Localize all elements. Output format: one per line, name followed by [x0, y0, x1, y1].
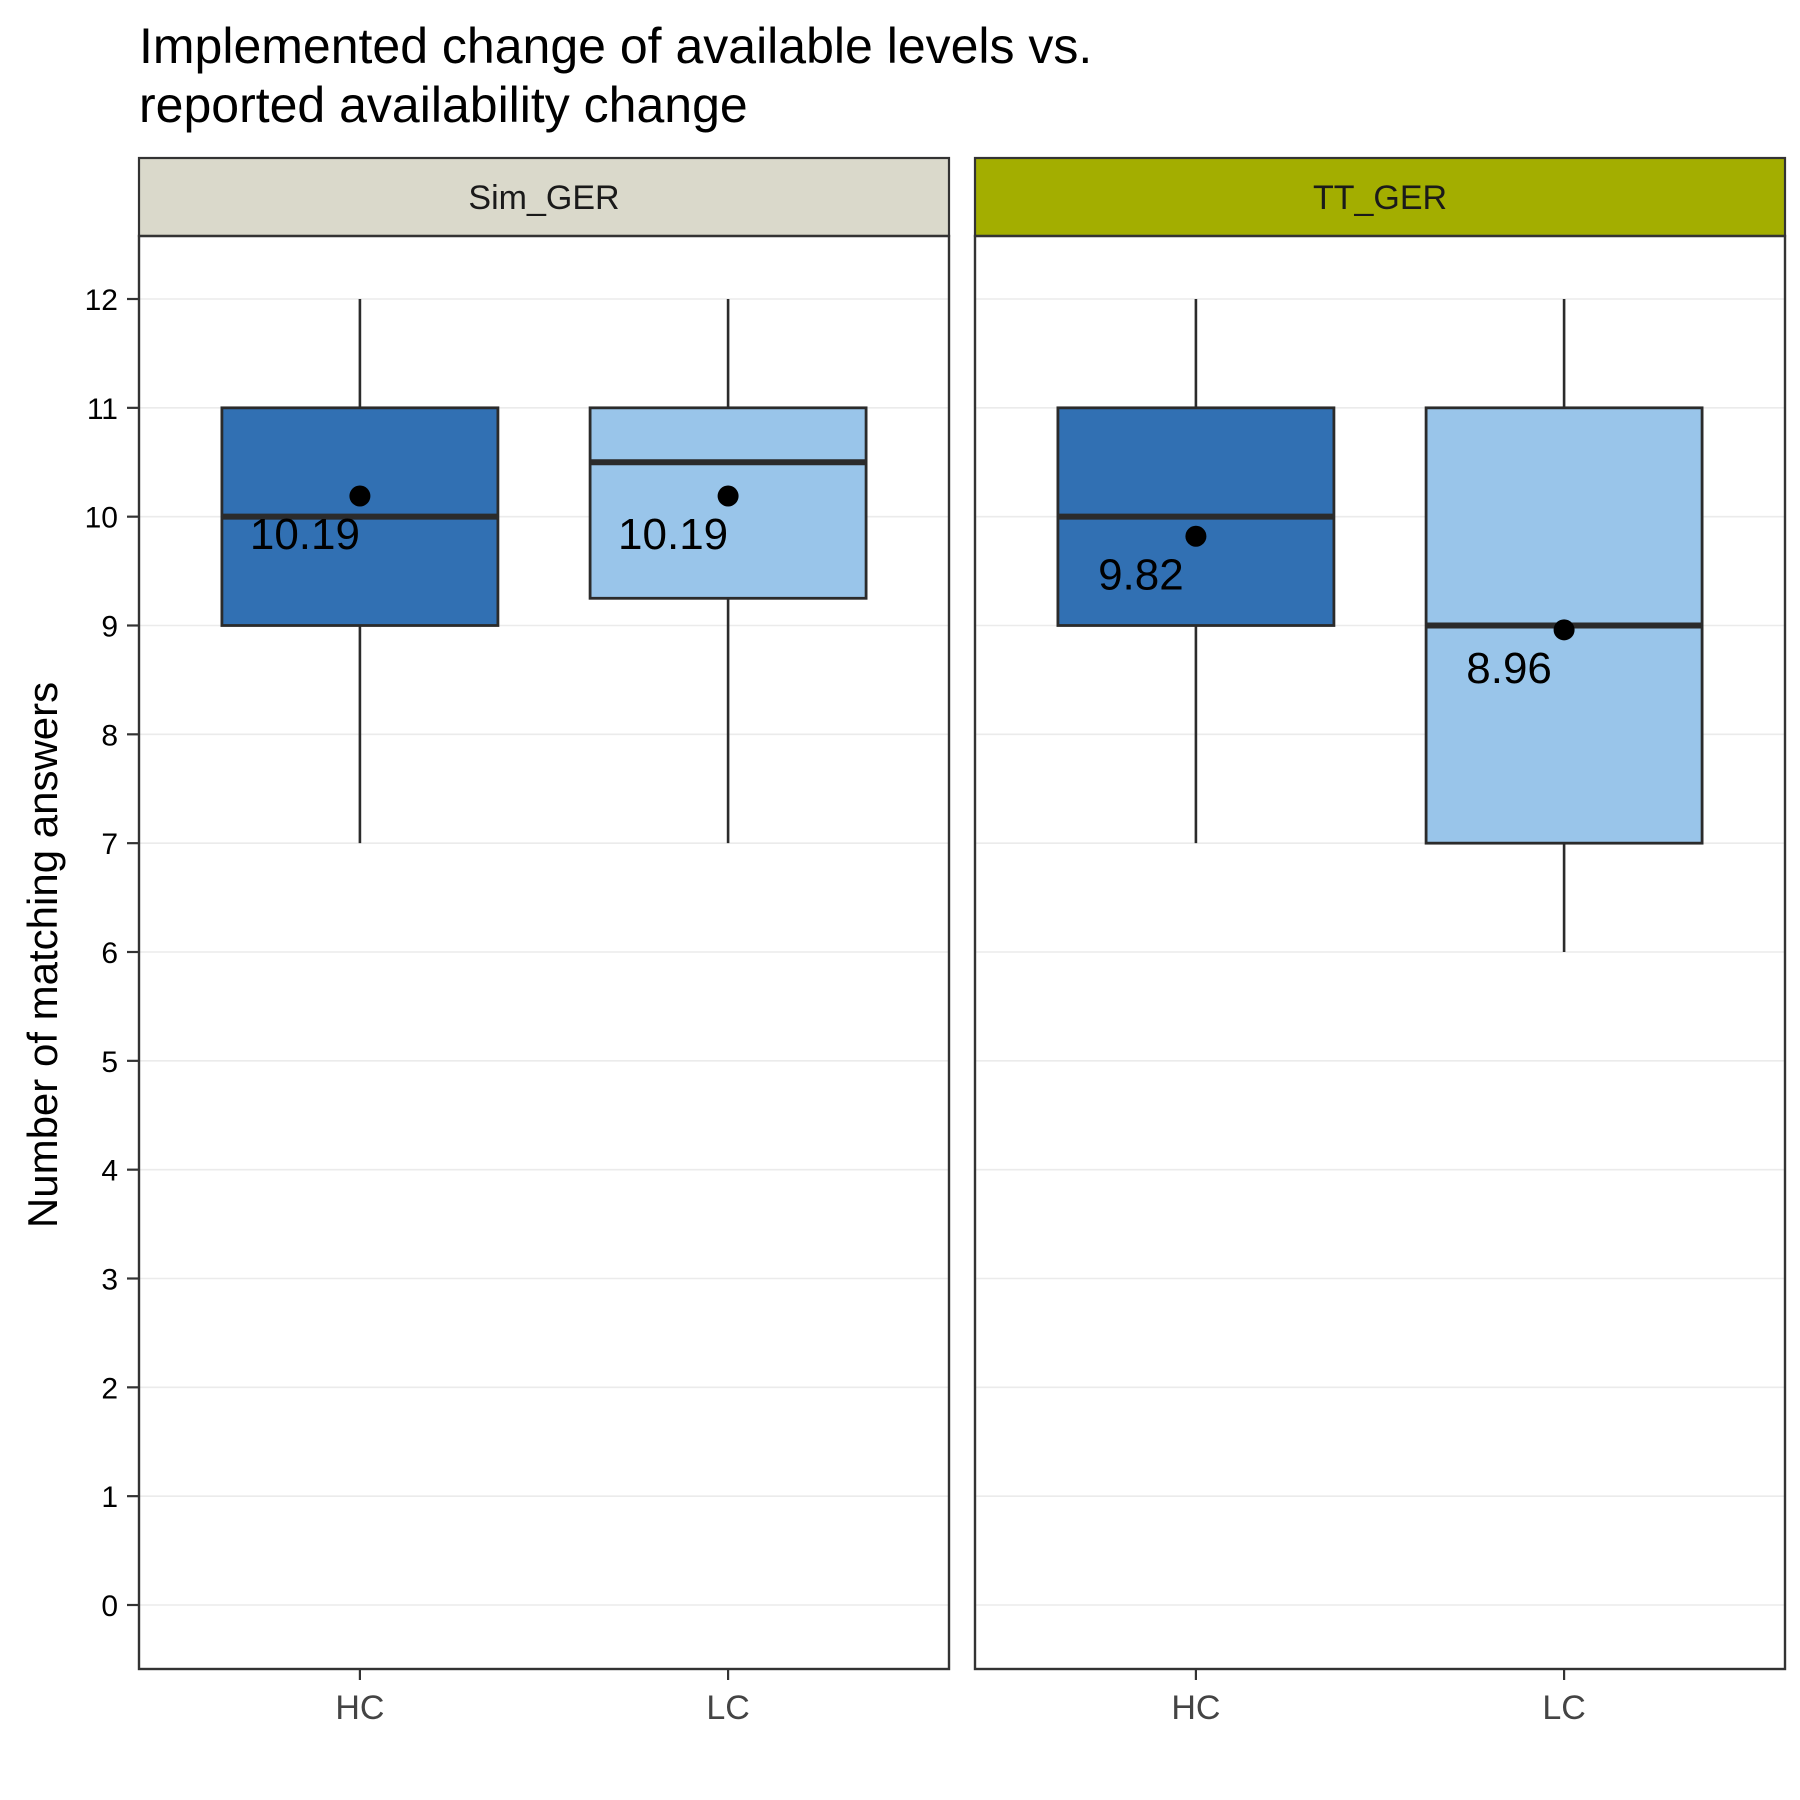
x-tick-label: LC [706, 1689, 749, 1727]
mean-point [1553, 619, 1575, 641]
y-tick-label: 6 [101, 937, 118, 970]
y-axis-title: Number of matching answers [19, 682, 66, 1228]
y-tick-label: 3 [101, 1264, 118, 1297]
x-tick-label: HC [335, 1689, 384, 1727]
x-tick-label: LC [1542, 1689, 1585, 1727]
y-tick-label: 9 [101, 611, 118, 644]
box-LC: 10.19 [588, 299, 868, 844]
facet-strip-label: Sim_GER [468, 179, 619, 217]
y-tick-label: 5 [101, 1046, 118, 1079]
y-tick-label: 8 [101, 719, 118, 752]
y-tick-label: 1 [101, 1481, 118, 1514]
mean-label: 9.82 [1098, 550, 1184, 599]
box-HC: 10.19 [220, 299, 500, 844]
mean-label: 10.19 [618, 510, 728, 559]
mean-point [349, 485, 371, 507]
y-tick-label: 11 [87, 393, 118, 426]
panel-border [973, 234, 1787, 1671]
box-LC: 8.96 [1424, 299, 1704, 952]
chart-title-line-1: Implemented change of available levels v… [139, 18, 1092, 74]
facet-strip-label: TT_GER [1313, 179, 1447, 217]
chart-title-line-2: reported availability change [139, 77, 748, 133]
plot-area: Sim_GER 10.19 HC 10.19 LC TT_GER 9.82 HC 8.96 LC 0… [85, 156, 1787, 1727]
panel-TT_GER: TT_GER 9.82 HC 8.96 LC [973, 156, 1787, 1727]
mean-point [717, 485, 739, 507]
box-HC: 9.82 [1056, 299, 1336, 844]
y-tick-label: 4 [101, 1155, 118, 1188]
panel-Sim_GER: Sim_GER 10.19 HC 10.19 LC [137, 156, 951, 1727]
mean-label: 10.19 [250, 510, 360, 559]
y-tick-label: 0 [101, 1590, 118, 1623]
x-tick-label: HC [1171, 1689, 1220, 1727]
y-tick-label: 12 [85, 284, 118, 317]
y-tick-label: 10 [85, 502, 118, 535]
mean-label: 8.96 [1466, 644, 1552, 693]
y-tick-label: 7 [101, 828, 118, 861]
facet-strip [973, 156, 1787, 238]
y-tick-label: 2 [101, 1372, 118, 1405]
mean-point [1185, 525, 1207, 547]
